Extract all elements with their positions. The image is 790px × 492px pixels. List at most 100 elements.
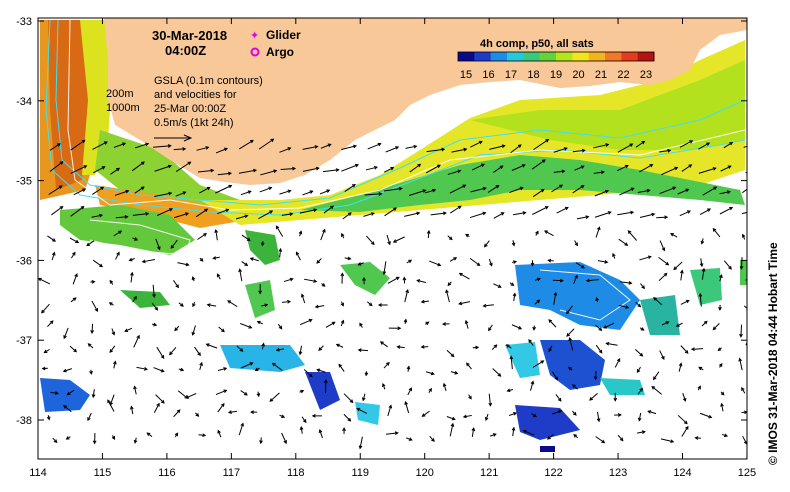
- velocity-arrow-head: [752, 276, 755, 279]
- velocity-arrow: [383, 167, 394, 173]
- sst-darkblue-patch-1: [540, 446, 555, 452]
- velocity-arrow-head: [442, 382, 447, 387]
- velocity-arrow-head: [185, 395, 190, 399]
- velocity-arrow-head: [202, 433, 207, 438]
- sst-cyan-patch-2: [220, 345, 305, 372]
- velocity-arrow: [185, 392, 197, 399]
- velocity-arrow: [197, 233, 207, 240]
- velocity-arrow: [593, 171, 604, 174]
- velocity-arrow-head: [641, 430, 646, 434]
- velocity-arrow: [91, 300, 98, 312]
- colorbar-segment: [490, 52, 508, 61]
- gsla-note-line-3: 25-Mar 00:00Z: [154, 103, 226, 115]
- legend-argo-label: Argo: [266, 45, 294, 59]
- velocity-arrow: [702, 186, 717, 196]
- velocity-arrow-head: [739, 333, 743, 338]
- velocity-arrow-head: [368, 302, 373, 307]
- velocity-arrow-head: [680, 269, 684, 274]
- velocity-arrow: [156, 346, 165, 359]
- velocity-arrow-head: [357, 262, 362, 266]
- velocity-arrow: [206, 343, 218, 349]
- velocity-arrow-head: [437, 262, 442, 267]
- x-tick-label: 119: [351, 467, 369, 479]
- velocity-arrow-head: [413, 144, 418, 149]
- velocity-arrow-head: [741, 386, 745, 391]
- velocity-arrow-head: [94, 308, 98, 312]
- velocity-arrow: [493, 283, 502, 288]
- velocity-arrow: [485, 413, 489, 421]
- colorbar-segment: [605, 52, 622, 61]
- velocity-arrow-head: [212, 256, 217, 260]
- credit-text: © IMOS 31-Mar-2018 04:44 Hobart Time: [766, 242, 780, 465]
- velocity-arrow-head: [640, 327, 645, 331]
- velocity-arrow: [719, 207, 733, 215]
- velocity-arrow: [488, 324, 493, 331]
- velocity-arrow: [483, 304, 494, 307]
- velocity-arrow-head: [723, 433, 729, 438]
- velocity-arrow: [424, 189, 436, 194]
- velocity-arrow-head: [729, 142, 734, 146]
- velocity-arrow: [240, 362, 253, 369]
- velocity-arrow-head: [160, 355, 165, 360]
- velocity-arrow-head: [566, 310, 570, 315]
- velocity-arrow-head: [557, 397, 562, 402]
- velocity-arrow-head: [254, 367, 259, 372]
- velocity-arrow-head: [377, 142, 382, 147]
- colorbar-tick-label: 17: [505, 69, 517, 81]
- velocity-arrow-head: [457, 169, 462, 174]
- velocity-arrow: [299, 209, 317, 214]
- velocity-arrow: [597, 411, 600, 422]
- colorbar-tick-label: 18: [527, 69, 539, 81]
- velocity-arrow-head: [289, 277, 294, 282]
- velocity-arrow-head: [604, 259, 609, 264]
- velocity-arrow: [653, 297, 663, 306]
- velocity-arrow-head: [283, 440, 287, 445]
- velocity-arrow: [509, 187, 523, 194]
- velocity-arrow-head: [269, 398, 274, 402]
- velocity-arrow-head: [160, 368, 165, 373]
- velocity-arrow-head: [300, 389, 305, 394]
- velocity-arrow-head: [103, 141, 108, 145]
- velocity-arrow: [659, 149, 671, 153]
- velocity-arrow: [408, 189, 426, 196]
- velocity-arrow: [489, 145, 505, 150]
- velocity-arrow-head: [239, 348, 244, 352]
- velocity-arrow: [384, 207, 397, 217]
- velocity-arrow-head: [370, 212, 375, 216]
- velocity-arrow-head: [122, 142, 127, 146]
- velocity-arrow: [449, 423, 454, 437]
- velocity-arrow-head: [248, 325, 253, 329]
- velocity-arrow-head: [116, 167, 121, 172]
- velocity-arrow: [617, 434, 624, 441]
- velocity-arrow: [279, 147, 291, 153]
- velocity-arrow-head: [420, 345, 425, 349]
- velocity-arrow: [595, 344, 603, 354]
- velocity-arrow: [111, 328, 115, 335]
- velocity-arrow-head: [238, 268, 242, 273]
- velocity-arrow-head: [574, 274, 578, 279]
- velocity-arrow-head: [220, 403, 225, 407]
- velocity-arrow: [637, 431, 645, 434]
- velocity-arrow: [260, 170, 277, 176]
- velocity-arrow: [635, 301, 641, 308]
- velocity-arrow-head: [364, 372, 369, 377]
- velocity-arrow: [113, 230, 122, 237]
- velocity-arrow-head: [113, 360, 117, 365]
- velocity-arrow: [488, 393, 491, 406]
- x-tick-label: 118: [287, 467, 305, 479]
- velocity-arrow: [302, 167, 319, 172]
- velocity-arrow-head: [101, 166, 106, 170]
- velocity-arrow: [240, 323, 252, 329]
- velocity-arrow-head: [670, 233, 674, 237]
- velocity-arrow-head: [204, 208, 209, 213]
- velocity-arrow: [152, 284, 155, 297]
- velocity-arrow: [595, 227, 600, 238]
- velocity-arrow-head: [697, 385, 701, 390]
- velocity-arrow-head: [604, 189, 610, 194]
- velocity-arrow: [743, 145, 747, 148]
- velocity-arrow: [670, 233, 678, 238]
- velocity-arrow-head: [386, 361, 390, 366]
- velocity-arrow-head: [528, 339, 532, 343]
- velocity-arrow: [132, 213, 149, 216]
- velocity-arrow-head: [116, 251, 120, 256]
